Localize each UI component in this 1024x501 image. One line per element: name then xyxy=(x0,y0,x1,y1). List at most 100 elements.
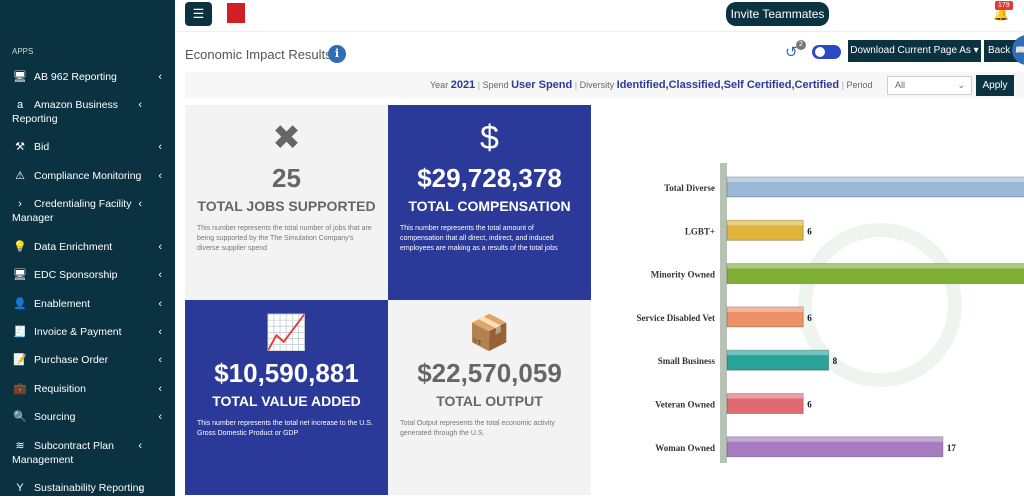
download-page-button[interactable]: Download Current Page As ▾ xyxy=(848,40,981,62)
period-select[interactable]: All ⌄ xyxy=(887,76,972,95)
sidebar-item-label: Subcontract Plan Management xyxy=(12,440,114,466)
chevron-left-icon: ‹ xyxy=(158,241,162,253)
monitor-icon: 🖥 xyxy=(13,71,27,83)
tools-icon: ✖ xyxy=(272,119,301,157)
sidebar-item-enablement[interactable]: 👤 Enablement ‹ xyxy=(12,297,172,311)
sidebar-item-subcontract-plan-management[interactable]: ≋ Subcontract Plan Management ‹ xyxy=(12,439,152,467)
gavel-icon: ⚒ xyxy=(15,141,25,153)
bar-highlight xyxy=(727,220,804,226)
sidebar-item-amazon-business-reporting[interactable]: a Amazon Business Reporting ‹ xyxy=(12,98,152,126)
invite-teammates-button[interactable]: Invite Teammates xyxy=(726,2,829,26)
category-label: Veteran Owned xyxy=(655,400,715,410)
metric-description: This number represents the total net inc… xyxy=(197,420,373,437)
metric-card-total-jobs-supported: ✖ 25 TOTAL JOBS SUPPORTED This number re… xyxy=(185,105,388,300)
watermark-logo xyxy=(798,223,962,387)
dollar-icon: $ xyxy=(480,119,499,157)
metric-description: Total Output represents the total econom… xyxy=(400,420,555,437)
warning-icon: ⚠ xyxy=(15,170,25,182)
sidebar-item-sourcing[interactable]: 🔍 Sourcing ‹ xyxy=(12,410,172,424)
sidebar-item-invoice-payment[interactable]: 🧾 Invoice & Payment ‹ xyxy=(12,325,172,339)
year-value[interactable]: 2021 xyxy=(450,79,476,91)
bar-highlight xyxy=(727,263,1024,269)
category-label: Woman Owned xyxy=(655,443,715,453)
chevron-left-icon: ‹ xyxy=(158,411,162,423)
menu-toggle-button[interactable]: ☰ xyxy=(185,2,212,26)
bar-highlight xyxy=(727,436,943,442)
metric-value: $10,590,881 xyxy=(214,358,359,388)
chevron-left-icon: ‹ xyxy=(158,326,162,338)
metric-value: 25 xyxy=(272,163,301,193)
metric-label: TOTAL JOBS SUPPORTED xyxy=(197,198,376,214)
year-label: Year xyxy=(430,80,449,90)
chevron-left-icon: ‹ xyxy=(138,198,142,210)
chevron-icon: › xyxy=(18,198,22,210)
sidebar-item-label: Bid xyxy=(34,141,50,153)
user-check-icon: 👤 xyxy=(13,298,27,310)
spend-value[interactable]: User Spend xyxy=(511,79,573,91)
sidebar-item-credentialing-facility-manager[interactable]: › Credentialing Facility Manager ‹ xyxy=(12,197,152,225)
category-label: Minority Owned xyxy=(651,270,715,280)
data-label: 6 xyxy=(807,226,812,236)
chevron-left-icon: ‹ xyxy=(158,354,162,366)
sidebar-item-edc-sponsorship[interactable]: 🖥 EDC Sponsorship ‹ xyxy=(12,268,172,282)
data-label: 6 xyxy=(807,313,812,323)
chevron-left-icon: ‹ xyxy=(158,383,162,395)
apply-button[interactable]: Apply xyxy=(976,75,1014,96)
category-label: Small Business xyxy=(658,356,716,366)
sidebar-item-bid[interactable]: ⚒ Bid ‹ xyxy=(12,140,172,154)
chevron-left-icon: ‹ xyxy=(138,440,142,452)
search-icon: 🔍 xyxy=(13,411,27,423)
lightbulb-icon: 💡 xyxy=(13,241,27,253)
metric-card-total-value-added: 📈 $10,590,881 TOTAL VALUE ADDED This num… xyxy=(185,300,388,495)
sidebar-item-data-enrichment[interactable]: 💡 Data Enrichment ‹ xyxy=(12,240,172,254)
category-label: Service Disabled Vet xyxy=(637,313,716,323)
notification-badge: 179 xyxy=(995,1,1013,10)
page-title: Economic Impact Results xyxy=(185,47,332,62)
category-label: Total Diverse xyxy=(664,183,715,193)
seedling-icon: Y xyxy=(16,482,24,494)
diversity-value[interactable]: Identified,Classified,Self Certified,Cer… xyxy=(616,79,840,91)
sidebar-item-label: Amazon Business Reporting xyxy=(12,99,119,125)
history-icon[interactable]: ↺ xyxy=(785,44,798,61)
monitor-icon: 🖥 xyxy=(13,269,27,281)
bar-highlight xyxy=(727,177,1024,182)
spend-label: Spend xyxy=(482,80,509,90)
metric-label: TOTAL OUTPUT xyxy=(436,393,543,409)
metric-description: This number represents the total number … xyxy=(197,225,372,252)
book-icon[interactable]: 📖 xyxy=(1012,35,1024,65)
diversity-label: Diversity xyxy=(579,80,615,90)
chevron-down-icon: ⌄ xyxy=(957,80,965,90)
data-label: 17 xyxy=(947,443,957,453)
bar-lgbt- xyxy=(726,219,804,241)
sidebar-item-compliance-monitoring[interactable]: ⚠ Compliance Monitoring ‹ xyxy=(12,169,172,183)
chart-line-icon: 📈 xyxy=(265,314,308,352)
top-bar: ☰ Invite Teammates 🔔 179 xyxy=(175,0,1024,32)
sidebar-item-requisition[interactable]: 💼 Requisition ‹ xyxy=(12,382,172,396)
sidebar-item-label: Compliance Monitoring xyxy=(34,170,142,182)
bar-service-disabled-vet xyxy=(726,306,804,328)
chevron-left-icon: ‹ xyxy=(158,141,162,153)
file-signature-icon: 📝 xyxy=(13,354,27,366)
sidebar-item-purchase-order[interactable]: 📝 Purchase Order ‹ xyxy=(12,353,172,367)
info-icon[interactable]: i xyxy=(328,45,346,63)
layers-icon: ≋ xyxy=(15,440,25,452)
diversity-bar-chart: Total Diverse LGBT+ 6 Minority Owned Service… xyxy=(600,105,1024,496)
invoice-icon: 🧾 xyxy=(13,326,27,338)
period-selected: All xyxy=(895,80,906,90)
sidebar-item-label: Enablement xyxy=(34,298,91,310)
sidebar-item-sustainability-reporting[interactable]: Y Sustainability Reporting ‹ xyxy=(12,481,152,495)
bar-woman-owned xyxy=(726,436,944,458)
box-icon: 📦 xyxy=(468,314,511,352)
metric-description: This number represents the total amount … xyxy=(400,225,558,252)
chevron-left-icon: ‹ xyxy=(158,170,162,182)
amazon-icon: a xyxy=(16,99,24,111)
bar-veteran-owned xyxy=(726,393,804,414)
view-toggle[interactable] xyxy=(812,45,841,59)
chevron-left-icon: ‹ xyxy=(138,482,142,494)
sidebar-item-label: AB 962 Reporting xyxy=(34,71,117,83)
metric-card-total-output: 📦 $22,570,059 TOTAL OUTPUT Total Output … xyxy=(388,300,591,495)
sidebar-item-ab-962-reporting[interactable]: 🖥 AB 962 Reporting ‹ xyxy=(12,70,172,84)
filter-bar: Year 2021 | Spend User Spend | Diversity… xyxy=(185,72,1024,98)
bar-highlight xyxy=(727,306,804,312)
metric-card-total-compensation: $ $29,728,378 TOTAL COMPENSATION This nu… xyxy=(388,105,591,300)
